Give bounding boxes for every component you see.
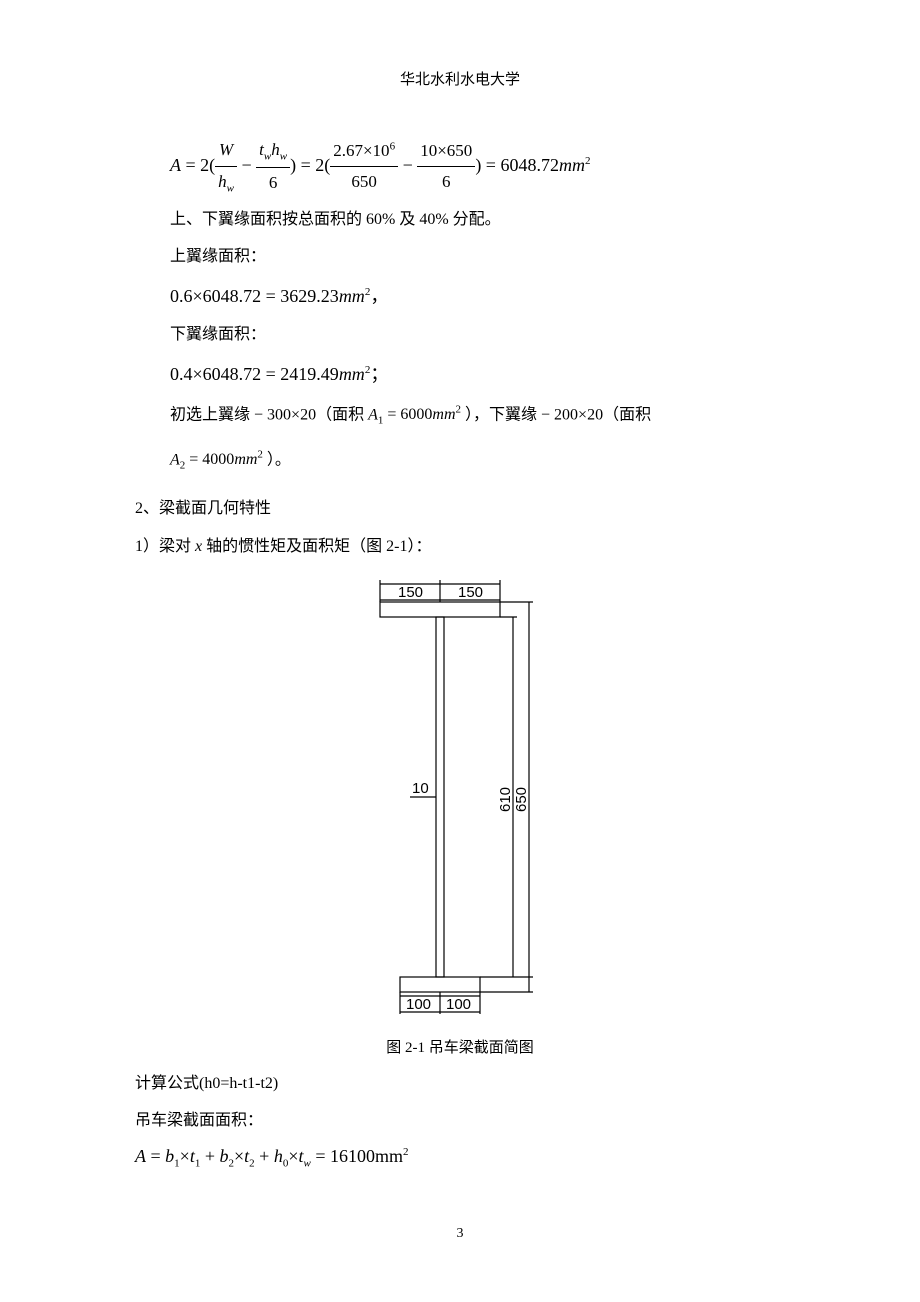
text-line-5: A2 = 4000mm2 ）。 xyxy=(170,445,785,476)
text-line-4: 初选上翼缘 − 300×20（面积 A1 = 6000mm2 ），下翼缘 − 2… xyxy=(170,400,785,431)
formula-3: 0.4×6048.72 = 2419.49mm2； xyxy=(170,360,785,386)
formula-1: A = 2(Whw − twhw6) = 2(2.67×106650 − 10×… xyxy=(170,135,785,199)
s21a: 1）梁对 xyxy=(135,538,191,555)
s21b: x xyxy=(195,538,202,555)
formula-2-unit: mm xyxy=(339,286,365,306)
l4g: （面积 xyxy=(603,406,651,423)
beam-section-diagram: 150 150 10 610 650 xyxy=(350,572,570,1022)
text-line-6: 计算公式(h0=h-t1-t2) xyxy=(135,1071,785,1097)
dim-top-right: 150 xyxy=(458,584,483,601)
formula-2: 0.6×6048.72 = 3629.23mm2， xyxy=(170,282,785,308)
formula-3-val: 0.4×6048.72 = 2419.49 xyxy=(170,364,339,384)
page-number: 3 xyxy=(0,1226,920,1242)
text-line-7: 吊车梁截面面积： xyxy=(135,1108,785,1134)
text-line-2: 上翼缘面积： xyxy=(170,244,785,270)
document-page: 华北水利水电大学 A = 2(Whw − twhw6) = 2(2.67×106… xyxy=(0,0,920,1243)
page-header: 华北水利水电大学 xyxy=(135,68,785,89)
text-line-3: 下翼缘面积： xyxy=(170,322,785,348)
dim-top-left: 150 xyxy=(398,584,423,601)
formula-3-suffix: ； xyxy=(370,364,388,384)
dim-bot-left: 100 xyxy=(406,996,431,1013)
diagram-container: 150 150 10 610 650 xyxy=(135,572,785,1022)
figure-caption: 图 2-1 吊车梁截面简图 xyxy=(135,1036,785,1057)
text-line-1: 上、下翼缘面积按总面积的 60% 及 40% 分配。 xyxy=(170,207,785,233)
section-2-1: 1）梁对 x 轴的惯性矩及面积矩（图 2-1）： xyxy=(135,534,785,560)
l4e: ），下翼缘 xyxy=(465,406,537,423)
dim-h-inner: 610 xyxy=(497,787,514,812)
l4a: 初选上翼缘 xyxy=(170,406,250,423)
formula-2-val: 0.6×6048.72 = 3629.23 xyxy=(170,286,339,306)
section-2: 2、梁截面几何特性 xyxy=(135,496,785,522)
formula-4: A = b1×t1 + b2×t2 + h0×tw = 16100mm2 xyxy=(135,1146,785,1170)
l4c: （面积 xyxy=(316,406,364,423)
l5b: ）。 xyxy=(267,451,291,468)
s21c: 轴的惯性矩及面积矩（图 2-1）： xyxy=(206,538,431,555)
dim-web: 10 xyxy=(412,780,429,797)
formula-2-suffix: ， xyxy=(370,286,388,306)
dim-h-outer: 650 xyxy=(513,787,530,812)
dim-bot-right: 100 xyxy=(446,996,471,1013)
